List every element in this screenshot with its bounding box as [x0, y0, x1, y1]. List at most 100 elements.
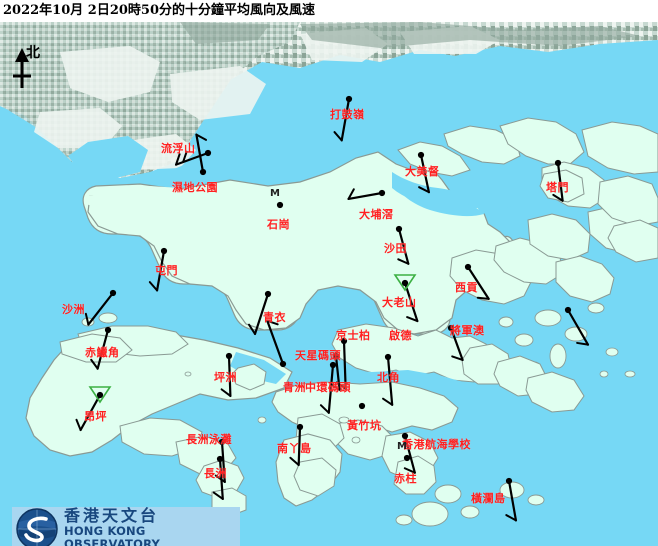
station-marker[interactable]: [358, 402, 366, 410]
station-dot-icon: [345, 95, 353, 103]
mountain-station-triangle-icon: [393, 274, 417, 292]
station-marker[interactable]: [378, 189, 386, 197]
wind-barb: [333, 97, 351, 142]
station-marker[interactable]: [104, 326, 112, 334]
station-marker[interactable]: [447, 324, 455, 332]
station-dot-icon: [401, 432, 409, 440]
station-dot-icon: [464, 263, 472, 271]
station-marker[interactable]: [464, 263, 472, 271]
station-marker[interactable]: [264, 290, 272, 298]
hko-emblem-icon: [16, 508, 58, 546]
station-label-ta-kwu-ling: 打鼓嶺: [330, 108, 365, 121]
wind-barb: [552, 161, 564, 202]
station-marker[interactable]: [554, 159, 562, 167]
station-label-tseung-kwan-o: 將軍澳: [450, 324, 485, 337]
station-label-central-pier: 中環碼頭: [305, 381, 351, 394]
station-dot-icon: [447, 324, 455, 332]
wind-barb: [248, 292, 270, 336]
station-marker[interactable]: [564, 306, 572, 314]
station-label-sha-chau: 沙洲: [62, 303, 85, 316]
missing-data-flag: M: [270, 188, 280, 199]
station-label-shek-kong: 石崗: [267, 218, 290, 231]
wind-barb: [289, 425, 302, 467]
station-label-tsing-yi: 青衣: [263, 311, 286, 324]
station-dot-icon: [358, 402, 366, 410]
station-dot-icon: [216, 455, 224, 463]
wind-barb: [449, 326, 464, 362]
station-dot-icon: [160, 247, 168, 255]
station-marker[interactable]: [401, 432, 409, 440]
station-marker[interactable]: [329, 361, 337, 369]
wind-barb: [347, 188, 384, 201]
station-marker[interactable]: [109, 289, 117, 297]
station-label-tai-po-kau: 大埔滘: [359, 208, 394, 221]
wind-barb: [148, 249, 166, 292]
station-label-wong-chuk-hang: 黃竹坑: [347, 419, 382, 432]
station-marker-layer: [88, 95, 572, 485]
station-marker[interactable]: [216, 455, 224, 463]
station-dot-icon: [417, 151, 425, 159]
station-marker[interactable]: [384, 353, 392, 361]
station-marker[interactable]: [345, 95, 353, 103]
station-dot-icon: [96, 391, 104, 399]
missing-data-flag: M: [397, 441, 407, 452]
station-marker[interactable]: [296, 423, 304, 431]
station-marker[interactable]: [204, 149, 212, 157]
tolo-harbour: [392, 172, 482, 211]
station-label-tai-mei-tuk: 大美督: [405, 165, 440, 178]
station-label-waglan-island: 橫瀾島: [471, 492, 506, 505]
wind-barb: [84, 291, 115, 326]
station-dot-icon: [340, 337, 348, 345]
station-dot-icon: [264, 290, 272, 298]
station-dot-icon: [564, 306, 572, 314]
hko-logo[interactable]: 香港天文台 HONG KONG OBSERVATORY: [12, 507, 240, 546]
station-dot-icon: [403, 454, 411, 462]
station-label-cheung-chau-beach: 長洲泳灘: [186, 433, 232, 446]
station-dot-icon: [505, 477, 513, 485]
station-marker[interactable]: [393, 274, 417, 292]
station-marker[interactable]: [395, 225, 403, 233]
station-label-king-s-park: 京士柏: [336, 329, 371, 342]
station-dot-icon: [279, 360, 287, 368]
station-label-tap-mun: 塔門: [546, 181, 569, 194]
station-label-ngong-ping: 昂坪: [84, 410, 107, 423]
station-dot-icon: [199, 168, 207, 176]
station-dot-icon: [296, 423, 304, 431]
station-marker[interactable]: [276, 201, 284, 209]
hko-logo-text: 香港天文台 HONG KONG OBSERVATORY: [64, 507, 240, 546]
station-marker[interactable]: [199, 168, 207, 176]
station-label-sai-kung: 西貢: [455, 281, 478, 294]
map-canvas[interactable]: 北 打鼓嶺 流浮山 濕地公園 大美督 塔門 大埔滘 石崗 M 沙田 屯門 西貢 大老山 沙洲 赤鱲角 青衣將…: [0, 22, 658, 546]
station-label-tate-s-cairn: 大老山: [382, 296, 417, 309]
station-label-stanley: 赤柱: [394, 472, 417, 485]
station-marker[interactable]: [403, 454, 411, 462]
station-dot-icon: [329, 361, 337, 369]
station-label-star-ferry: 天星碼頭: [295, 349, 341, 362]
wind-barb: [90, 328, 110, 370]
page-title: 2022年10月 2日20時50分的十分鐘平均風向及風速: [0, 0, 658, 22]
station-marker[interactable]: [160, 247, 168, 255]
station-label-north-point: 北角: [377, 371, 400, 384]
wind-barb: [505, 479, 518, 522]
station-marker[interactable]: [417, 151, 425, 159]
station-dot-icon: [104, 326, 112, 334]
station-dot-icon: [225, 352, 233, 360]
station-dot-icon: [395, 225, 403, 233]
station-marker[interactable]: [505, 477, 513, 485]
station-marker[interactable]: [332, 352, 340, 360]
station-marker[interactable]: [279, 360, 287, 368]
station-label-tuen-mun: 屯門: [155, 264, 178, 277]
station-marker[interactable]: [225, 352, 233, 360]
station-label-lamma-island: 南丫島: [277, 442, 312, 455]
station-dot-icon: [109, 289, 117, 297]
wind-barb: [403, 434, 416, 474]
wind-barb: [195, 133, 208, 174]
station-marker[interactable]: [218, 438, 226, 446]
station-label-wetland-park: 濕地公園: [172, 181, 218, 194]
wind-barb-layer: [75, 97, 590, 522]
station-marker[interactable]: [88, 386, 112, 404]
station-label-lau-fau-shan: 流浮山: [161, 142, 196, 155]
wind-barb: [212, 457, 224, 501]
station-marker[interactable]: [340, 337, 348, 345]
